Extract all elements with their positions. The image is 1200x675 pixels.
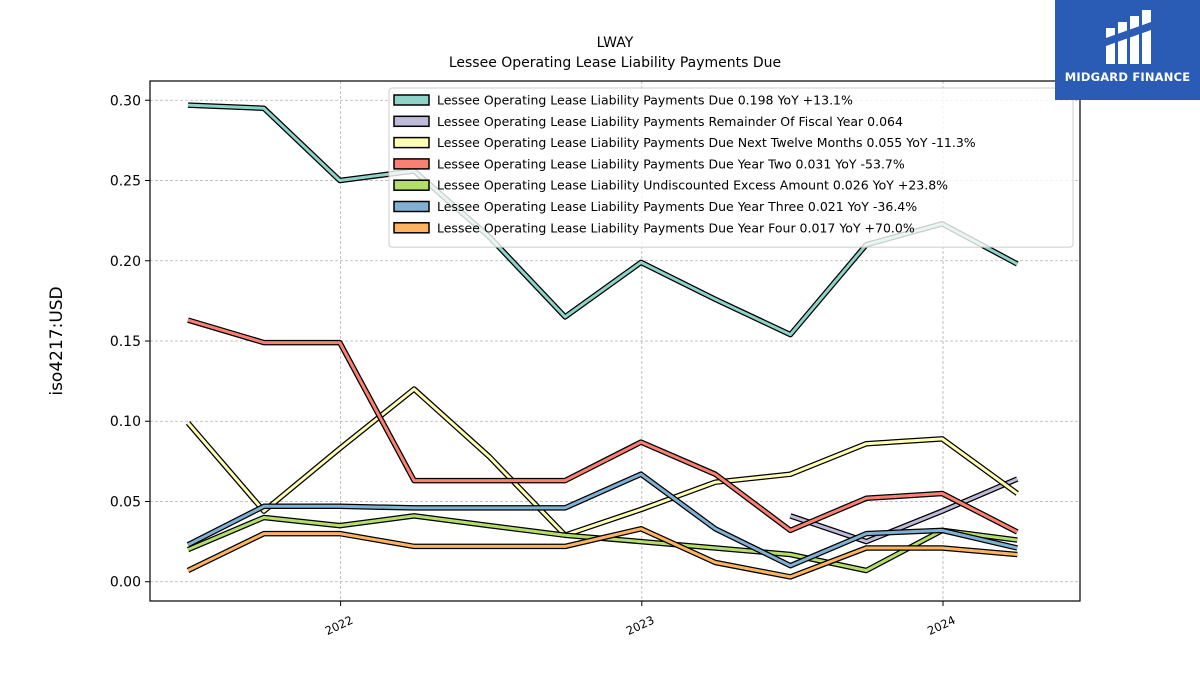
brand-mark-icon <box>1106 10 1151 64</box>
x-tick-label: 2022 <box>323 613 355 638</box>
y-axis-label: iso4217:USD <box>47 286 67 395</box>
y-tick-label: 0.30 <box>110 93 141 109</box>
x-tick-label: 2023 <box>624 613 656 638</box>
x-tick-label: 2024 <box>925 613 957 638</box>
legend-swatch <box>393 222 430 234</box>
brand-name: MIDGARD FINANCE <box>1064 70 1191 84</box>
y-tick-label: 0.10 <box>110 414 141 430</box>
series-outline <box>186 526 1018 580</box>
legend: Lessee Operating Lease Liability Payment… <box>388 87 1074 248</box>
legend-swatch <box>393 200 430 213</box>
y-tick-label: 0.20 <box>110 254 141 270</box>
series-lines <box>185 102 1019 580</box>
plot-frame <box>149 80 1081 602</box>
legend-label: Lessee Operating Lease Liability Payment… <box>437 156 905 171</box>
legend-swatch <box>393 158 430 170</box>
legend-swatch <box>393 115 430 128</box>
legend-label: Lessee Operating Lease Liability Payment… <box>437 135 976 150</box>
chart-subtitle: Lessee Operating Lease Liability Payment… <box>449 55 781 71</box>
chart-title: LWAY <box>597 35 634 51</box>
legend-box <box>388 87 1074 248</box>
y-tick-label: 0.15 <box>110 334 141 350</box>
y-tick-label: 0.25 <box>110 174 141 190</box>
legend-label: Lessee Operating Lease Liability Undisco… <box>437 178 948 193</box>
series-line <box>186 387 1019 537</box>
series-line <box>187 527 1018 579</box>
series-line <box>187 472 1018 568</box>
y-tick-label: 0.05 <box>110 494 141 510</box>
legend-label: Lessee Operating Lease Liability Payment… <box>437 93 853 108</box>
brand-logo: MIDGARD FINANCE <box>1055 0 1200 100</box>
series-line <box>789 477 1018 544</box>
legend-label: Lessee Operating Lease Liability Payment… <box>437 114 903 129</box>
series-outline <box>187 317 1019 535</box>
legend-swatch <box>393 136 430 149</box>
legend-label: Lessee Operating Lease Liability Payment… <box>437 199 917 214</box>
legend-swatch <box>393 179 430 191</box>
legend-swatch <box>393 94 430 106</box>
y-tick-label: 0.00 <box>110 575 141 591</box>
legend-label: Lessee Operating Lease Liability Payment… <box>437 220 915 235</box>
series-line <box>187 318 1018 534</box>
